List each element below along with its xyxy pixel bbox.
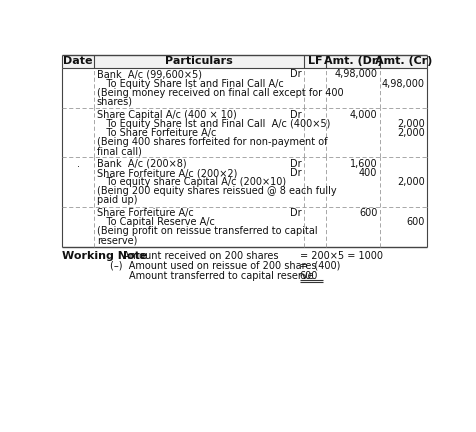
Text: 2,000: 2,000 [396,177,424,187]
Text: Share Capital A/c (400 × 10): Share Capital A/c (400 × 10) [97,110,236,120]
Text: Amt. (Cr): Amt. (Cr) [374,57,431,67]
Text: (Being 200 equity shares reissued @ 8 each fully: (Being 200 equity shares reissued @ 8 ea… [97,186,336,196]
Text: 600: 600 [299,271,317,281]
Text: =  (400): = (400) [299,261,339,271]
Text: 2,000: 2,000 [396,128,424,138]
Text: final call): final call) [97,146,141,156]
Text: To equity share Capital A/c (200×10): To equity share Capital A/c (200×10) [97,177,285,187]
Text: Share Forfeiture A/c: Share Forfeiture A/c [97,208,193,218]
Text: Working Note: Working Note [62,251,147,261]
Text: To Equity Share Ist and Final Call A/c: To Equity Share Ist and Final Call A/c [97,79,283,89]
Text: 1,600: 1,600 [349,159,377,169]
Text: = 200×5 = 1000: = 200×5 = 1000 [299,251,382,261]
Text: Amount received on 200 shares: Amount received on 200 shares [123,251,278,261]
Text: Share Forfeiture A/c (200×2): Share Forfeiture A/c (200×2) [97,168,237,178]
Text: (Being money received on final call except for 400: (Being money received on final call exce… [97,88,343,98]
Text: shares): shares) [97,97,132,107]
Text: To Share Forfeiture A/c: To Share Forfeiture A/c [97,128,216,138]
Text: Dr: Dr [289,70,301,79]
Text: Bank  A/c (99,600×5): Bank A/c (99,600×5) [97,70,201,79]
Text: 4,98,000: 4,98,000 [334,70,377,79]
Text: reserve): reserve) [97,235,137,245]
Text: 600: 600 [406,217,424,227]
Text: 4,000: 4,000 [349,110,377,120]
Text: 400: 400 [358,168,377,178]
Text: 2,000: 2,000 [396,119,424,129]
Text: Dr: Dr [289,168,301,178]
Text: Bank  A/c (200×8): Bank A/c (200×8) [97,159,186,169]
Text: Amt. (Dr): Amt. (Dr) [323,57,381,67]
Text: Amount transferred to capital reserve: Amount transferred to capital reserve [129,271,313,281]
Text: Dr: Dr [289,159,301,169]
Text: Particulars: Particulars [165,57,232,67]
Text: (–)  Amount used on reissue of 200 shares: (–) Amount used on reissue of 200 shares [110,261,316,271]
Text: .: . [77,159,79,169]
Bar [62,55,426,68]
Text: (Being 400 shares forfeited for non-payment of: (Being 400 shares forfeited for non-paym… [97,137,327,147]
Text: paid up): paid up) [97,195,137,205]
Text: 600: 600 [358,208,377,218]
Text: Date: Date [63,57,93,67]
Text: Dr: Dr [289,110,301,120]
Text: LF: LF [307,57,322,67]
Text: (Being profit on reissue transferred to capital: (Being profit on reissue transferred to … [97,226,317,236]
Text: 4,98,000: 4,98,000 [381,79,424,89]
Text: Dr: Dr [289,208,301,218]
Text: To Capital Reserve A/c: To Capital Reserve A/c [97,217,214,227]
Text: To Equity Share Ist and Final Call  A/c (400×5): To Equity Share Ist and Final Call A/c (… [97,119,329,129]
